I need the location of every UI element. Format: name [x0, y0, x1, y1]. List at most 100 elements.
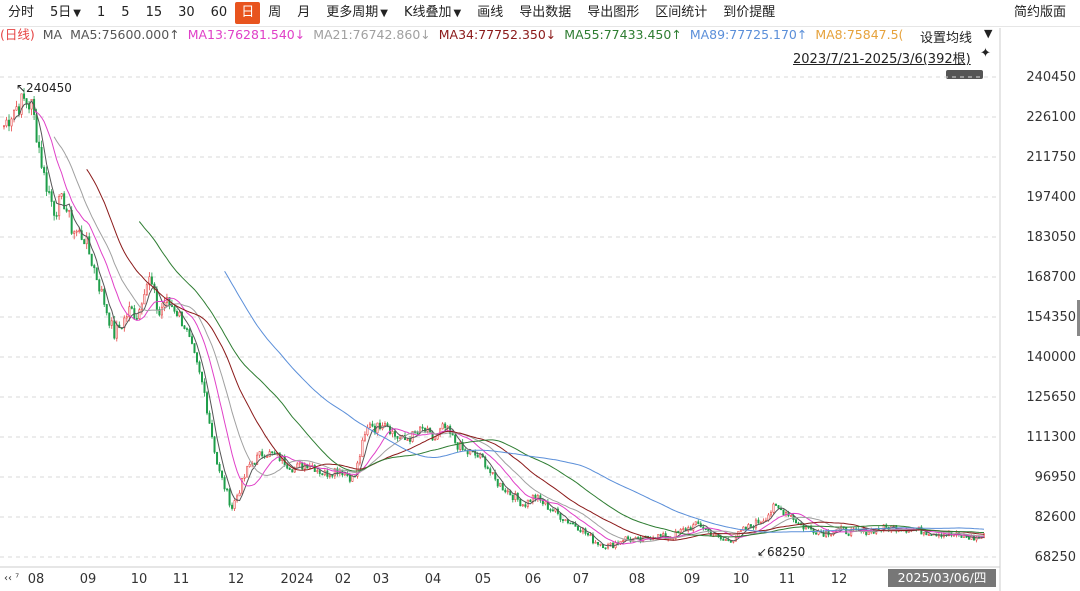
pin-icon[interactable]: ✦	[980, 46, 991, 61]
simple-layout-button[interactable]: 简约版面	[1013, 5, 1066, 20]
x-tick-label: 09	[684, 572, 701, 587]
candle-body	[449, 425, 452, 435]
y-tick-label: 111300	[1026, 430, 1076, 445]
tab-intraday[interactable]: 分时	[8, 5, 35, 20]
candle-body	[158, 309, 161, 316]
resize-handle[interactable]	[1077, 300, 1080, 336]
candle-body	[807, 526, 810, 529]
candle-body	[183, 325, 186, 329]
candle-body	[358, 456, 361, 464]
candle-body	[441, 423, 444, 430]
candle-body	[885, 524, 888, 528]
tab-30min[interactable]: 30	[178, 5, 195, 20]
candle-body	[216, 451, 219, 465]
candle-body	[321, 473, 324, 476]
y-tick-label: 226100	[1026, 110, 1076, 125]
candle-body	[361, 439, 364, 457]
ma89-value: MA89:77725.170↑	[689, 27, 808, 42]
candle-body	[609, 542, 612, 545]
kline-overlay-menu[interactable]: K线叠加 ▼	[396, 2, 469, 24]
ma13-value: MA13:76281.540↓	[187, 27, 306, 42]
candle-body	[461, 442, 464, 451]
candle-body	[318, 470, 321, 474]
y-tick-label: 211750	[1026, 150, 1076, 165]
candle-body	[612, 542, 615, 549]
candle-body	[138, 309, 141, 319]
x-tick-label: 10	[733, 572, 750, 587]
candle-body	[78, 230, 81, 232]
more-periods-menu[interactable]: 更多周期 ▼	[318, 2, 396, 24]
set-ma-button[interactable]: 设置均线	[920, 31, 973, 46]
ma55-value: MA55:77433.450↑	[564, 27, 682, 42]
chevron-down-icon: ▼	[453, 8, 462, 19]
tab-month[interactable]: 月	[297, 5, 311, 20]
candle-body	[456, 442, 459, 450]
candle-body	[454, 434, 457, 443]
tab-1min[interactable]: 1	[97, 5, 106, 20]
candle-body	[822, 531, 825, 537]
export-data-button[interactable]: 导出数据	[519, 5, 572, 20]
candle-body	[399, 437, 402, 440]
candle-body	[115, 324, 118, 339]
scroll-handle[interactable]	[946, 70, 983, 79]
candle-body	[677, 530, 680, 533]
tab-day[interactable]: 日	[235, 2, 261, 24]
draw-line-button[interactable]: 画线	[477, 5, 504, 20]
candle-body	[298, 462, 301, 465]
candle-body	[749, 524, 752, 527]
price-alert-button[interactable]: 到价提醒	[723, 5, 776, 20]
candle-body	[293, 467, 296, 473]
candle-body	[93, 265, 96, 269]
candle-body	[571, 522, 574, 525]
candle-body	[406, 439, 409, 441]
ma13-line	[33, 110, 985, 545]
candle-body	[930, 534, 933, 536]
candle-body	[213, 436, 216, 453]
tab-60min[interactable]: 60	[210, 5, 228, 20]
x-tick-label: 03	[373, 572, 390, 587]
tab-15min[interactable]: 15	[145, 5, 163, 20]
candle-body	[744, 526, 747, 530]
candle-body	[704, 528, 707, 531]
chevron-down-icon[interactable]: ▼	[73, 8, 81, 19]
candle-body	[722, 538, 725, 541]
candle-body	[476, 454, 479, 458]
candle-body	[241, 478, 244, 494]
candle-body	[576, 526, 579, 531]
candle-body	[444, 423, 447, 429]
nav-left-icon: ‹‹ ⁷	[4, 573, 19, 584]
candle-body	[549, 509, 552, 511]
x-tick-label: 12	[228, 572, 245, 587]
y-tick-label: 154350	[1026, 310, 1076, 325]
candle-body	[256, 454, 259, 465]
candle-body	[815, 532, 818, 535]
candle-body	[797, 522, 800, 525]
range-stats-button[interactable]: 区间统计	[655, 5, 708, 20]
tab-5day[interactable]: 5日 ▼	[42, 2, 89, 24]
tab-5min[interactable]: 5	[121, 5, 130, 20]
candle-body	[579, 529, 582, 533]
candle-body	[496, 478, 499, 487]
ma34-value: MA34:77752.350↓	[438, 27, 557, 42]
candle-body	[459, 442, 462, 450]
candle-body	[371, 423, 374, 427]
candle-body	[581, 528, 584, 533]
candle-body	[724, 539, 727, 541]
candle-body	[469, 450, 472, 455]
x-tick-label: 11	[173, 572, 190, 587]
export-image-button[interactable]: 导出图形	[587, 5, 640, 20]
x-tick-label: 11	[779, 572, 796, 587]
y-tick-label: 183050	[1026, 230, 1076, 245]
candle-body	[368, 423, 371, 428]
candle-body	[434, 438, 437, 441]
period-toolbar: 分时 5日 ▼ 1 5 15 30 60 日 周 月 更多周期 ▼ K线叠加 ▼ 画线…	[0, 0, 1080, 27]
candle-body	[143, 294, 146, 305]
tab-week[interactable]: 周	[268, 5, 282, 20]
candle-body	[10, 118, 13, 127]
candle-body	[303, 464, 306, 470]
candle-body	[529, 499, 532, 503]
candle-body	[333, 468, 336, 477]
candle-body	[564, 519, 567, 521]
chevron-down-icon[interactable]: ▼	[984, 27, 993, 40]
candle-body	[795, 519, 798, 524]
